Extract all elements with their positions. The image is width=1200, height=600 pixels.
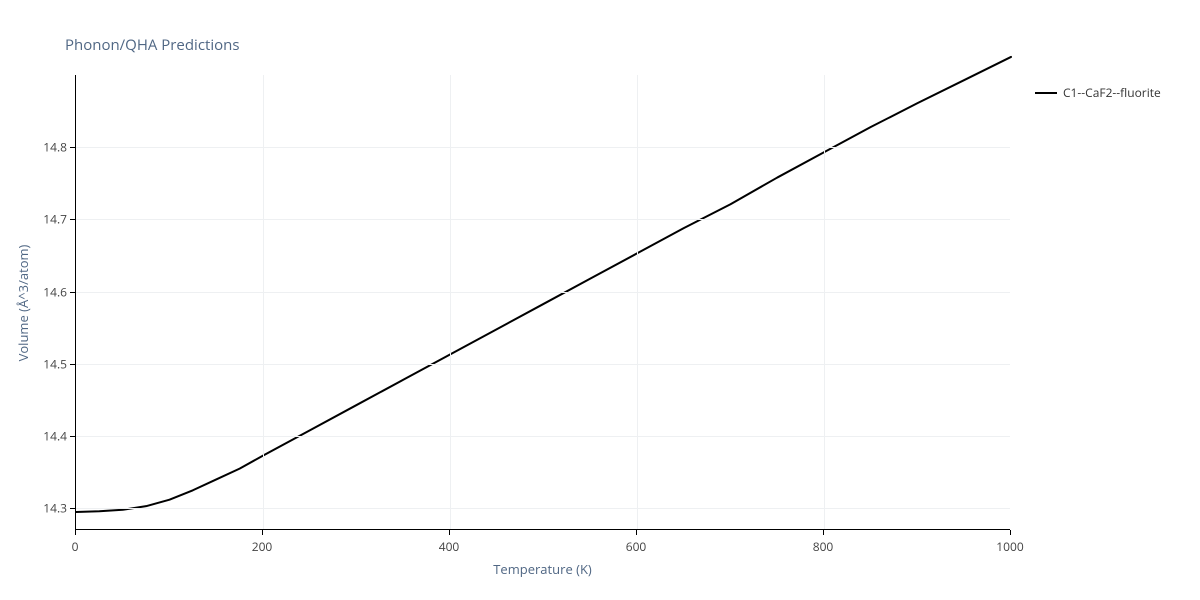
chart-container: Phonon/QHA Predictions Temperature (K) V… (0, 0, 1200, 600)
ytick-mark (70, 219, 75, 220)
legend-label: C1--CaF2--fluorite (1063, 84, 1161, 101)
line-series (76, 75, 1011, 530)
gridline-v (637, 75, 638, 529)
xtick-label: 400 (439, 538, 460, 555)
ytick-mark (70, 364, 75, 365)
ytick-label: 14.5 (37, 355, 67, 372)
xtick-label: 1000 (996, 538, 1023, 555)
chart-title: Phonon/QHA Predictions (65, 35, 240, 55)
gridline-h (76, 147, 1010, 148)
ytick-label: 14.4 (37, 428, 67, 445)
xtick-mark (1010, 530, 1011, 535)
xtick-label: 200 (252, 538, 273, 555)
xtick-mark (449, 530, 450, 535)
legend-swatch (1035, 92, 1057, 94)
ytick-label: 14.6 (37, 283, 67, 300)
xtick-mark (636, 530, 637, 535)
gridline-h (76, 292, 1010, 293)
gridline-h (76, 219, 1010, 220)
xtick-label: 600 (626, 538, 647, 555)
gridline-h (76, 508, 1010, 509)
xtick-label: 0 (72, 538, 79, 555)
ytick-mark (70, 508, 75, 509)
gridline-v (263, 75, 264, 529)
xtick-mark (75, 530, 76, 535)
ytick-mark (70, 436, 75, 437)
gridline-v (450, 75, 451, 529)
xtick-label: 800 (813, 538, 834, 555)
xtick-mark (823, 530, 824, 535)
ytick-label: 14.3 (37, 500, 67, 517)
gridline-h (76, 436, 1010, 437)
y-axis-label: Volume (Å^3/atom) (14, 244, 32, 361)
x-axis-label: Temperature (K) (493, 560, 592, 578)
ytick-mark (70, 292, 75, 293)
legend: C1--CaF2--fluorite (1035, 84, 1161, 101)
gridline-v (824, 75, 825, 529)
xtick-mark (262, 530, 263, 535)
ytick-label: 14.8 (37, 139, 67, 156)
gridline-h (76, 364, 1010, 365)
ytick-mark (70, 147, 75, 148)
ytick-label: 14.7 (37, 211, 67, 228)
plot-area (75, 75, 1010, 530)
